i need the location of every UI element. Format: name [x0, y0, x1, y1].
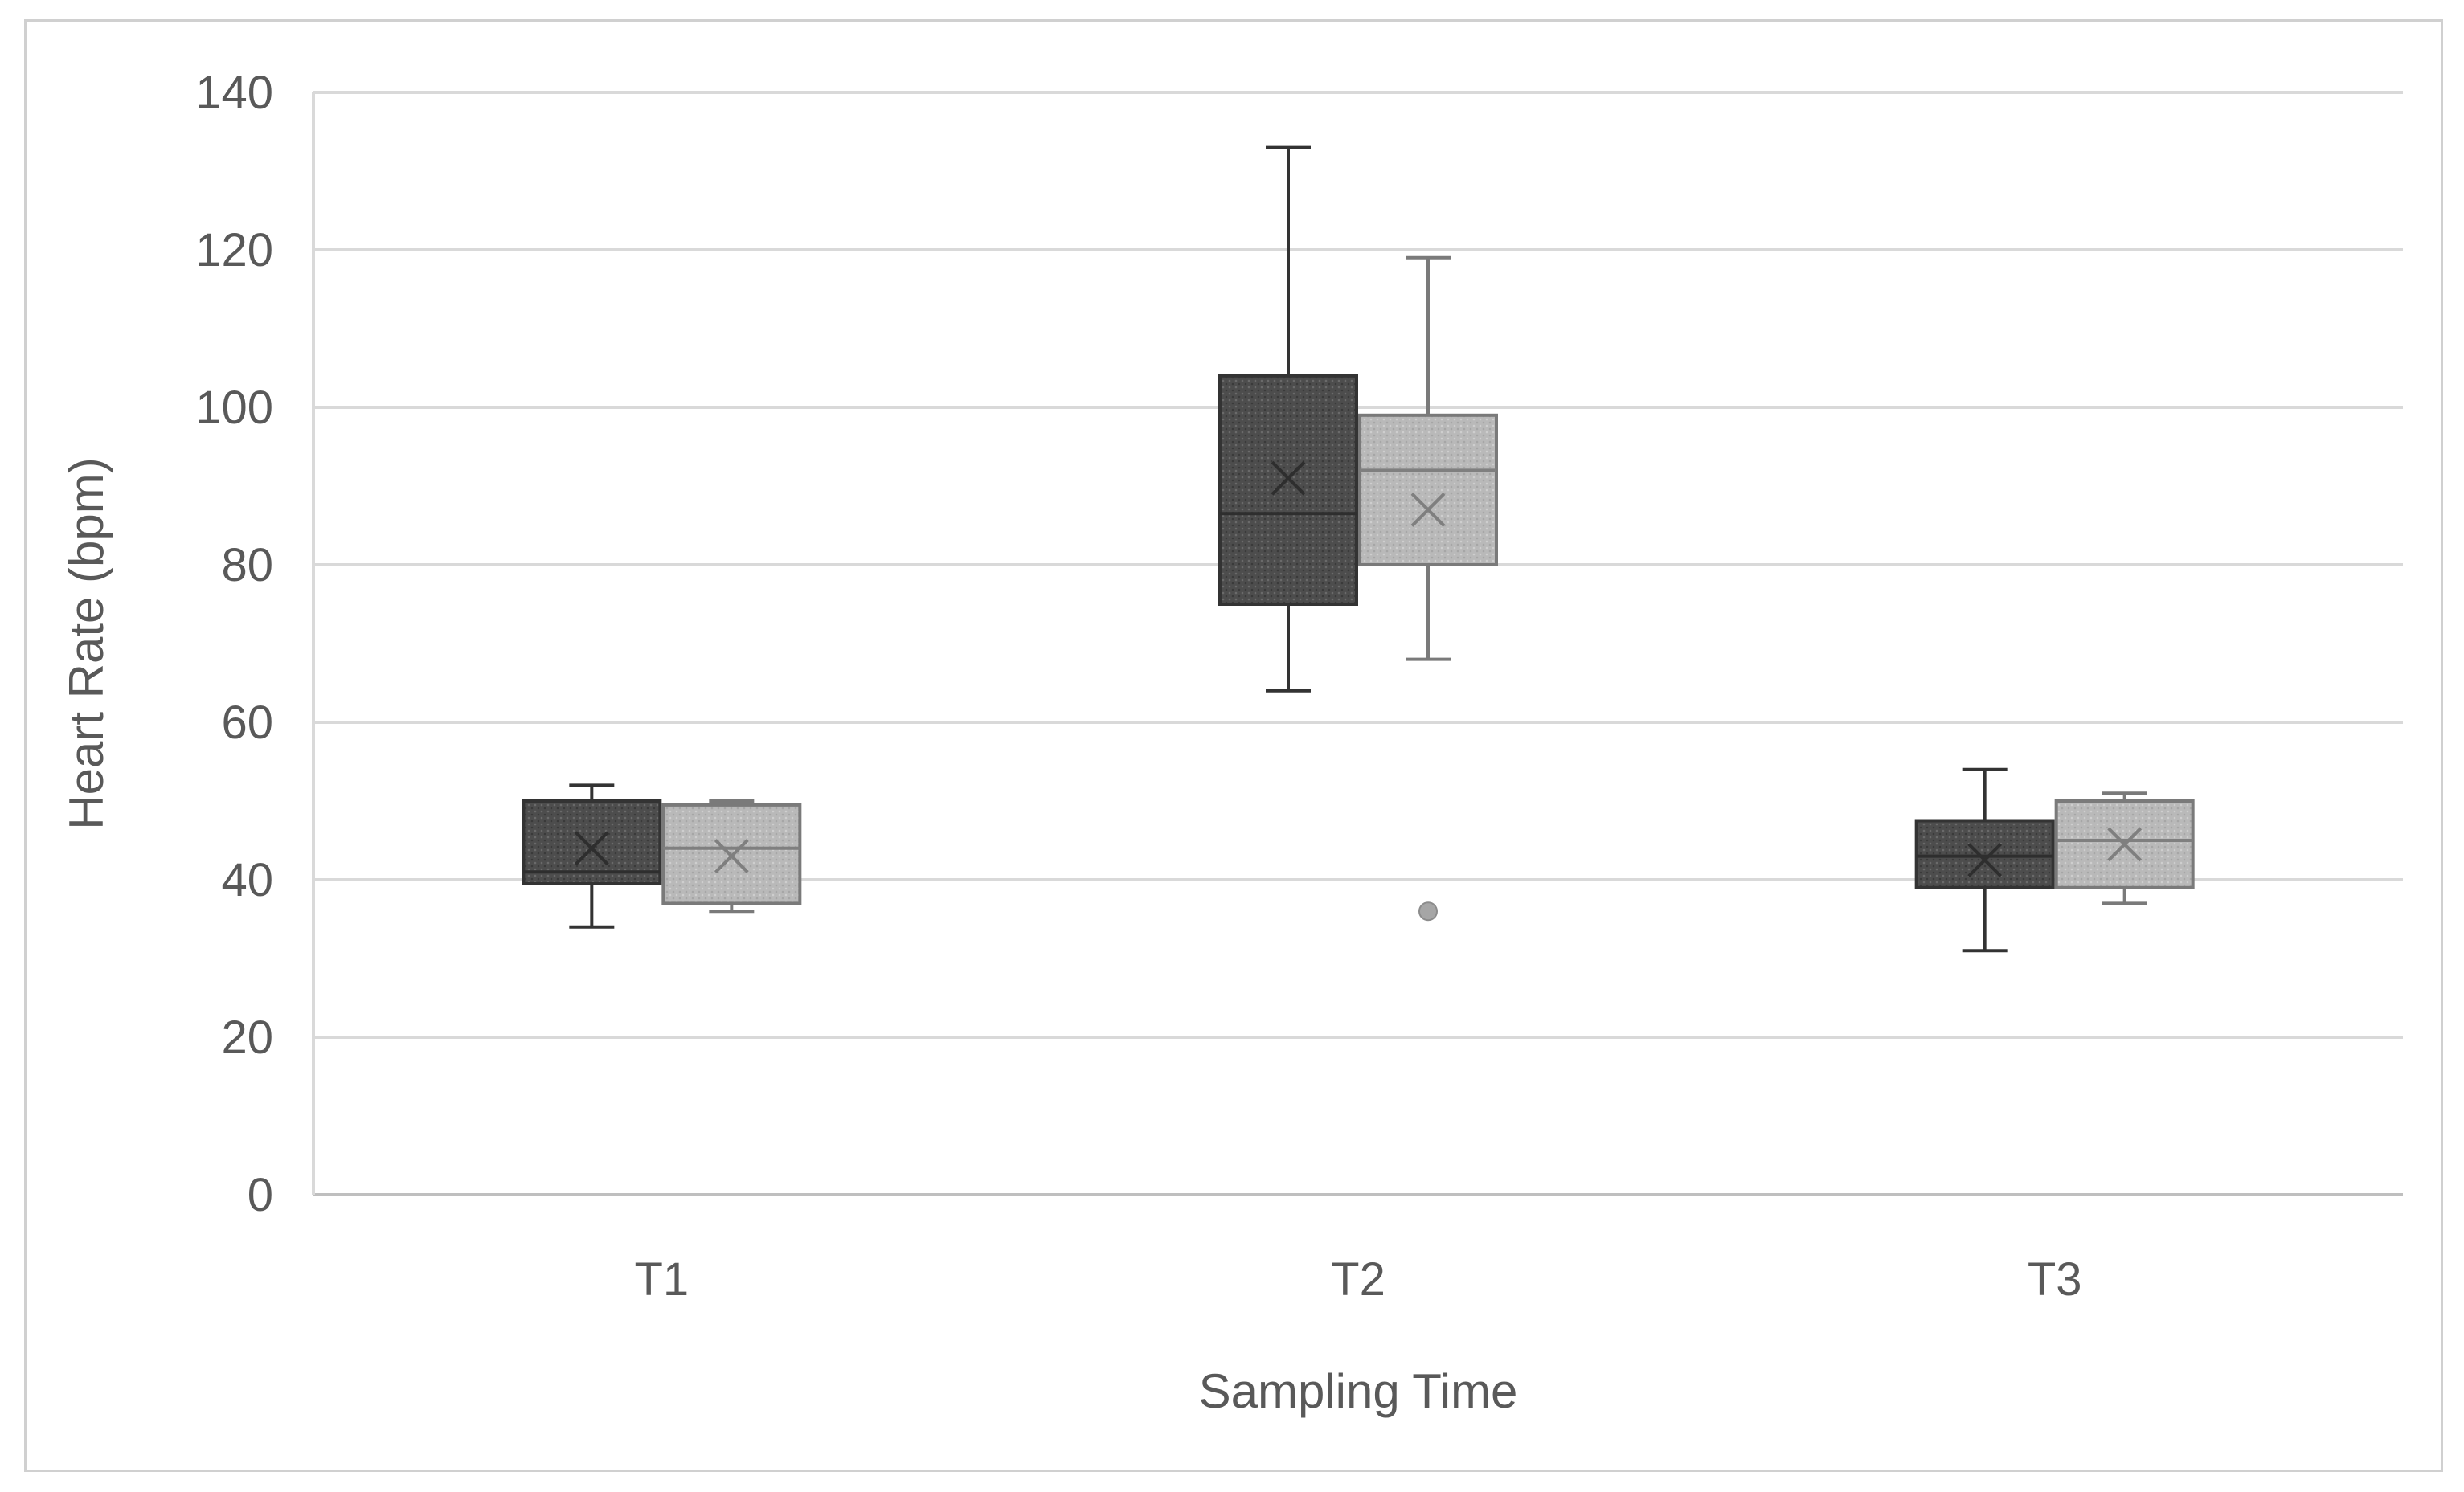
iqr-box-s1-T1 [522, 799, 662, 885]
iqr-box-s2-T3 [2054, 799, 2195, 889]
mean-marker-s2-T1 [714, 839, 749, 874]
box-plots [522, 145, 2195, 953]
box-s1-T3 [1914, 767, 2055, 953]
x-tick-label-T3: T3 [2028, 1253, 2082, 1306]
y-tick-label-120: 120 [195, 224, 273, 276]
y-tick-label-100: 100 [195, 382, 273, 434]
y-tick-label-0: 0 [248, 1169, 273, 1221]
mean-marker-s1-T3 [1967, 843, 2003, 877]
mean-marker-s2-T2 [1410, 492, 1446, 527]
y-tick-label-40: 40 [221, 854, 273, 906]
x-tick-label-T1: T1 [634, 1253, 689, 1306]
chart-frame [24, 19, 2443, 1472]
axis-labels: Sampling Time Heart Rate (bpm) 0 20 40 60 80… [59, 67, 2082, 1418]
iqr-box-s2-T1 [661, 803, 802, 905]
box-s2-T3 [2054, 791, 2195, 905]
y-tick-label-80: 80 [221, 539, 273, 591]
y-tick-label-20: 20 [221, 1012, 273, 1064]
y-tick-label-140: 140 [195, 67, 273, 119]
box-s2-T2 [1358, 255, 1498, 922]
iqr-box-s1-T3 [1914, 819, 2055, 889]
y-tick-label-60: 60 [221, 697, 273, 749]
mean-marker-s1-T2 [1271, 460, 1306, 496]
outlier-s2-T2-0 [1418, 901, 1438, 922]
y-axis-title: Heart Rate (bpm) [59, 457, 113, 829]
gridlines [312, 91, 2403, 1196]
x-axis-title: Sampling Time [1199, 1364, 1518, 1418]
box-s2-T1 [661, 799, 802, 914]
mean-marker-s1-T1 [574, 831, 609, 866]
x-tick-label-T2: T2 [1331, 1253, 1385, 1306]
iqr-box-s2-T2 [1358, 413, 1498, 566]
box-s1-T2 [1218, 145, 1358, 693]
iqr-box-s1-T2 [1218, 374, 1358, 606]
box-s1-T1 [522, 783, 662, 929]
mean-marker-s2-T3 [2107, 827, 2143, 862]
